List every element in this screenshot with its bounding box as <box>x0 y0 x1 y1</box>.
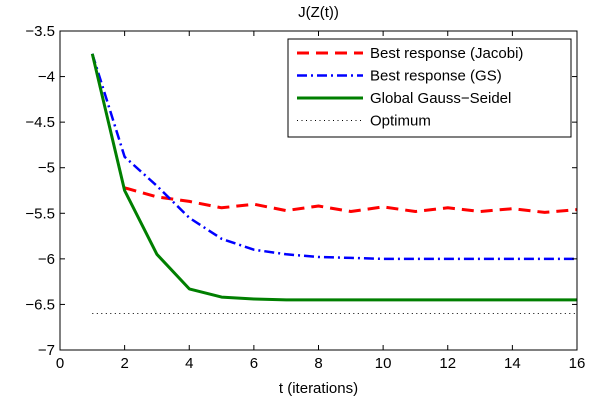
x-tick-label: 10 <box>375 355 392 372</box>
x-tick-label: 8 <box>314 355 322 372</box>
plot-area <box>90 53 578 314</box>
y-tick-label: −6.5 <box>25 296 55 313</box>
y-tick-label: −6 <box>38 251 55 268</box>
x-tick-label: 14 <box>504 355 521 372</box>
legend-label-2: Best response (GS) <box>370 68 502 85</box>
y-tick-label: −3.5 <box>25 23 55 40</box>
axes: 0 2 4 6 8 10 12 14 16 −3.5 −4 −4.5 −5 −5.5 −6 −6.5 −7 <box>25 23 585 372</box>
y-tick-label: −7 <box>38 342 55 359</box>
y-tick-label: −5 <box>38 160 55 177</box>
x-tick-label: 12 <box>439 355 456 372</box>
y-tick-label: −4.5 <box>25 114 55 131</box>
x-tick-label: 2 <box>120 355 128 372</box>
y-tick-label: −4 <box>38 69 55 86</box>
x-tick-label: 4 <box>185 355 193 372</box>
chart-title: J(Z(t)) <box>298 4 339 21</box>
series-line-1 <box>124 186 578 214</box>
x-axis-label: t (iterations) <box>279 380 358 397</box>
series-line-2 <box>91 53 577 261</box>
legend: Best response (Jacobi) Best response (GS)… <box>287 38 572 138</box>
legend-label-1: Best response (Jacobi) <box>370 45 523 62</box>
legend-label-3: Global Gauss−Seidel <box>370 90 511 107</box>
x-tick-label: 6 <box>250 355 258 372</box>
legend-box <box>287 38 572 138</box>
legend-label-4: Optimum <box>370 113 431 130</box>
x-tick-label: 16 <box>569 355 586 372</box>
series-line-3 <box>90 53 577 302</box>
x-tick-label: 0 <box>56 355 64 372</box>
y-tick-label: −5.5 <box>25 205 55 222</box>
